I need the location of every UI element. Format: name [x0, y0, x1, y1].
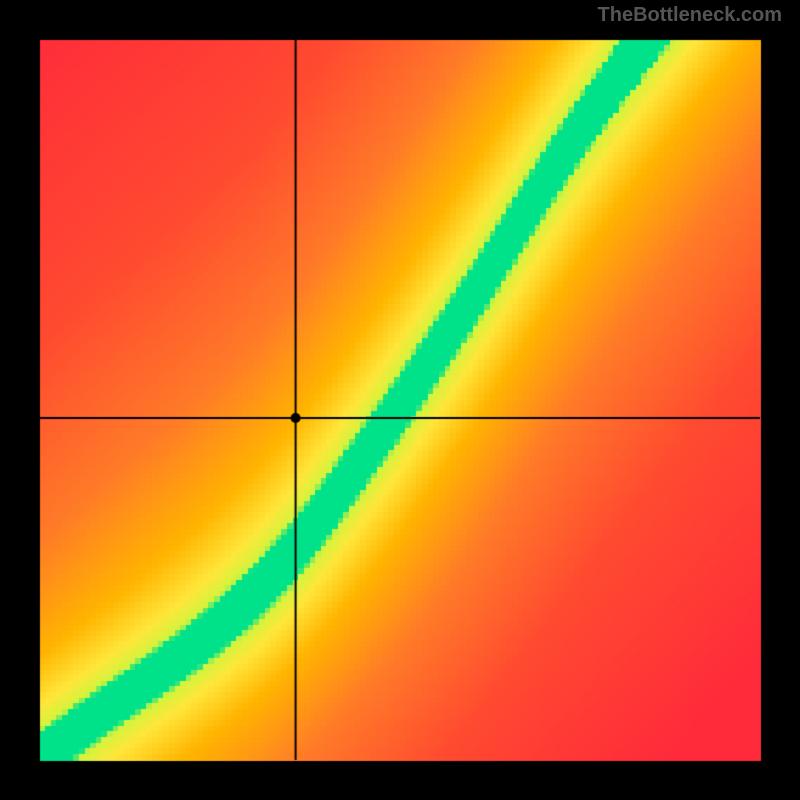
chart-container: TheBottleneck.com	[0, 0, 800, 800]
watermark-text: TheBottleneck.com	[598, 4, 782, 27]
bottleneck-heatmap	[0, 0, 800, 800]
